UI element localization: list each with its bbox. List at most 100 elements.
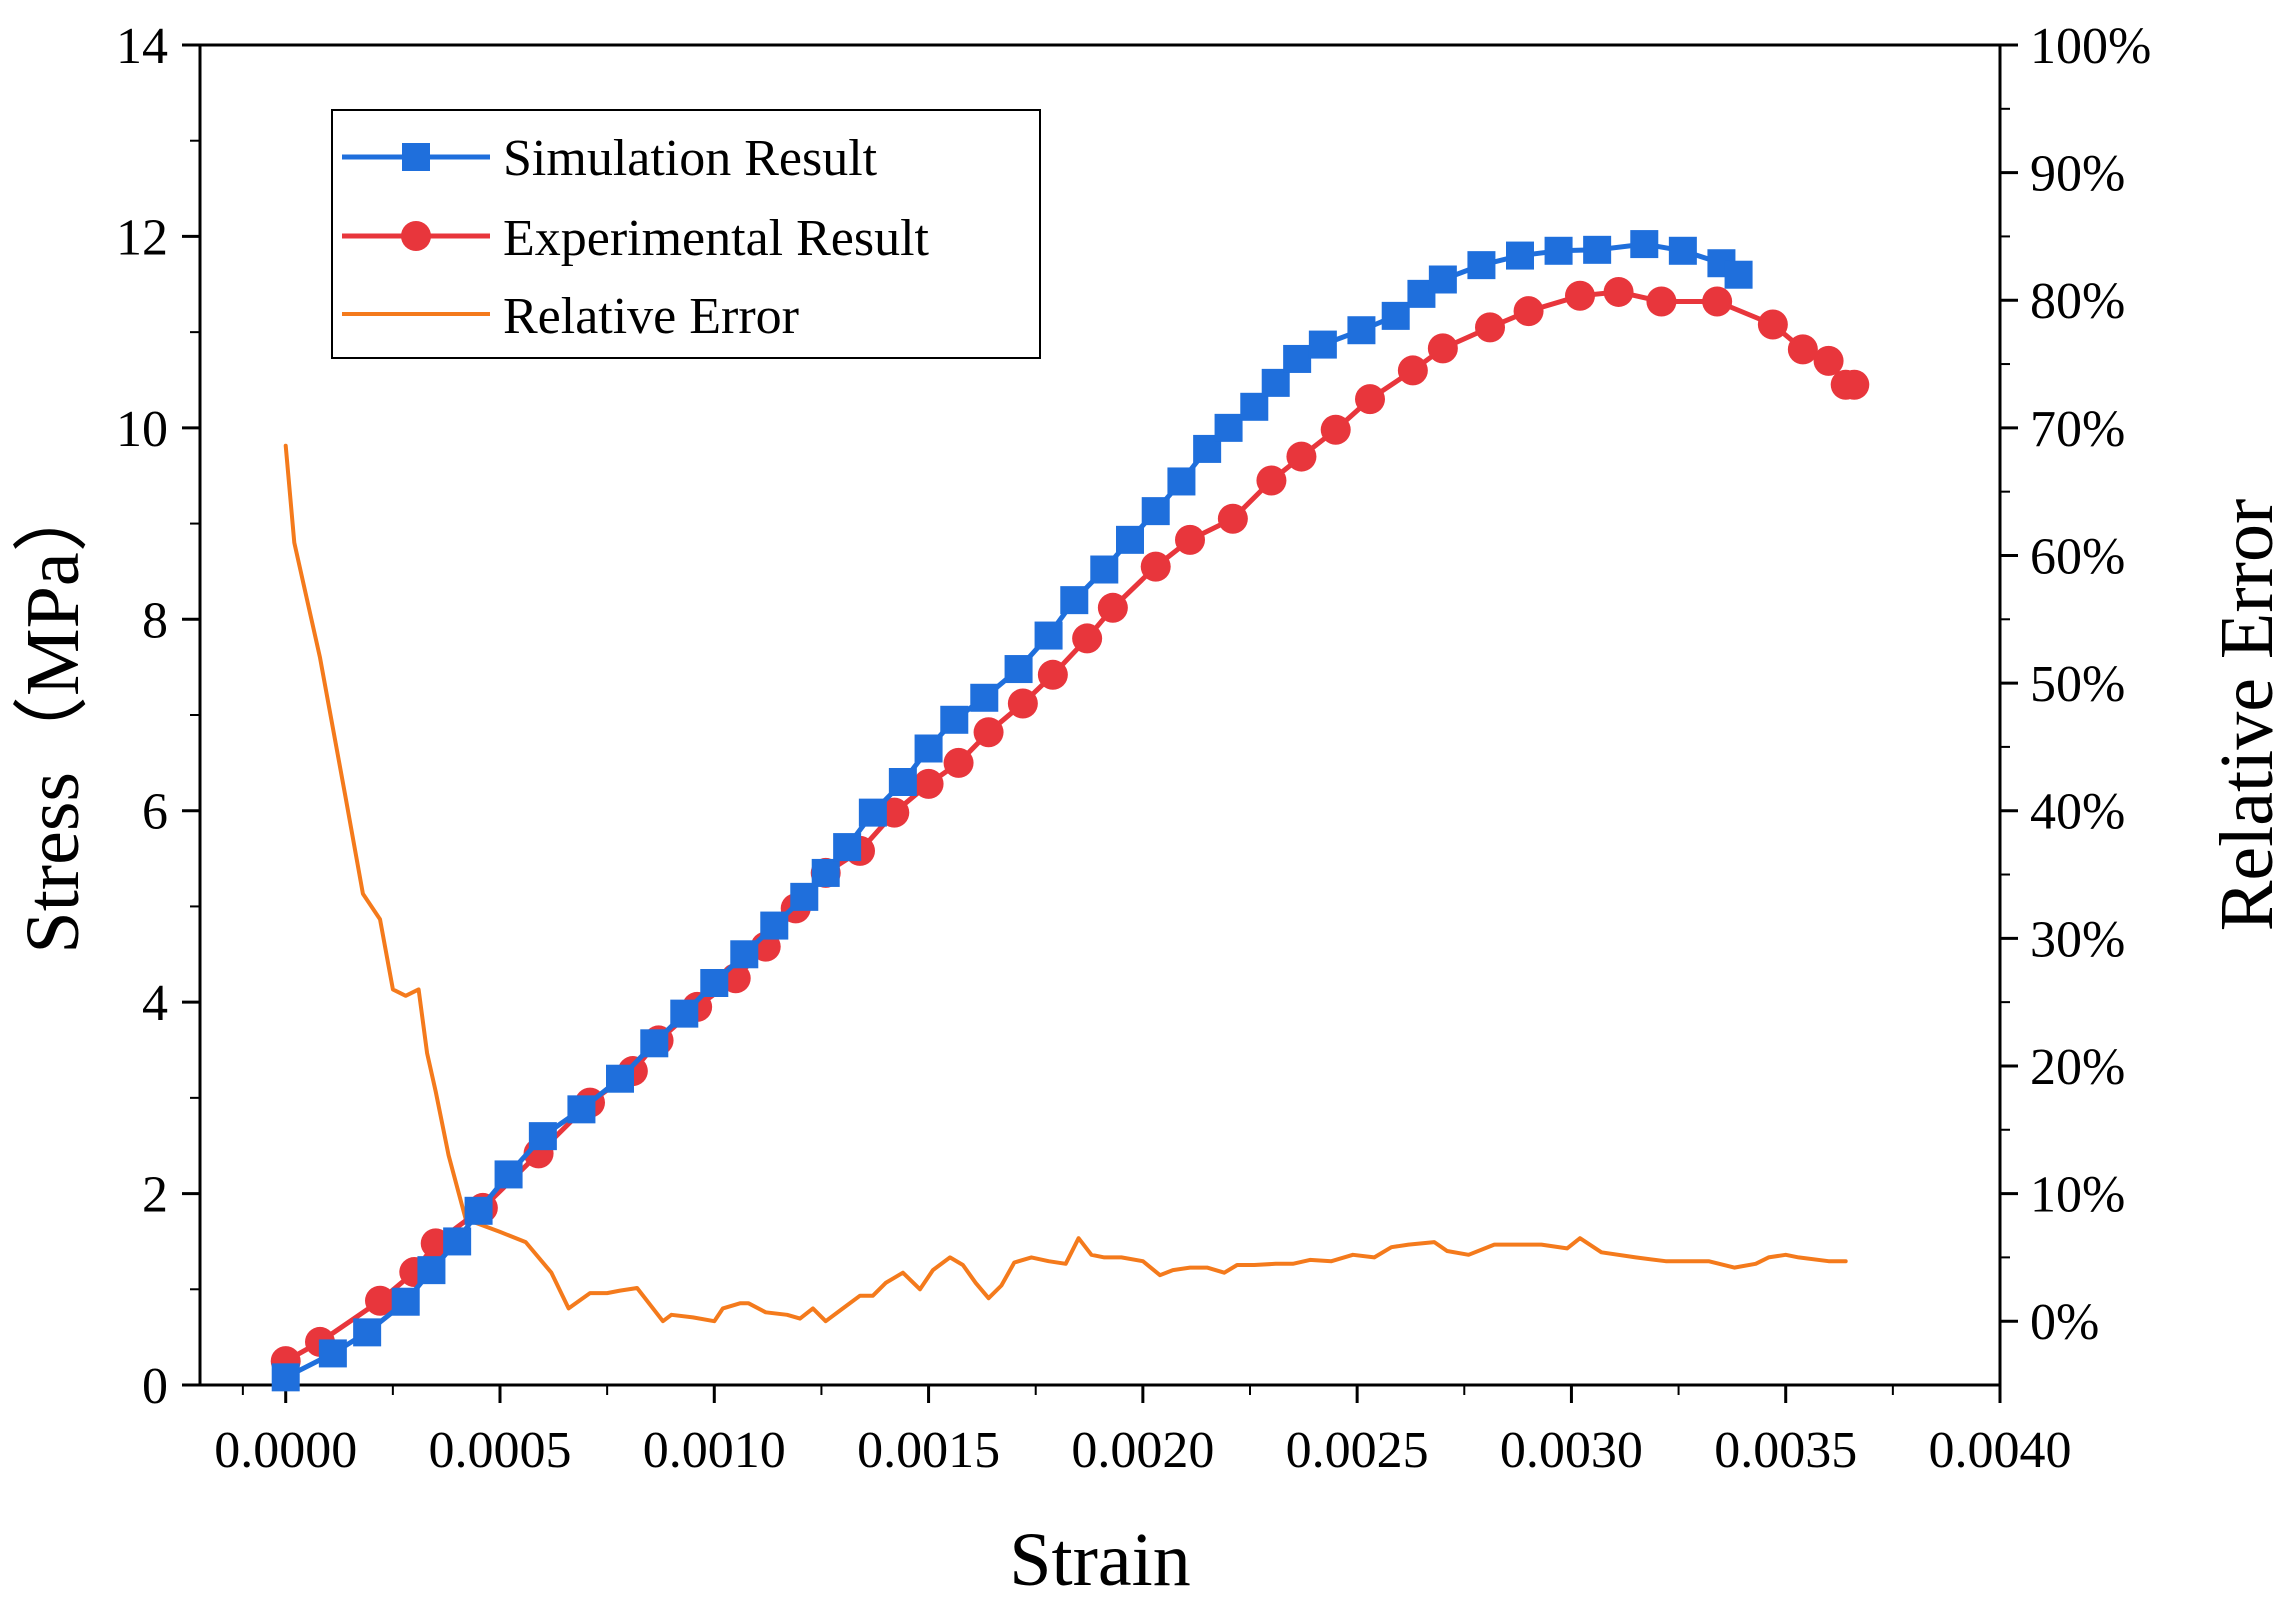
y-tick-label: 8 <box>142 592 168 649</box>
data-point-simulation-result <box>914 734 943 763</box>
data-point-simulation-result <box>528 1122 557 1151</box>
y2-tick-label: 40% <box>2030 784 2125 841</box>
y2-tick-label: 30% <box>2030 911 2125 968</box>
data-point-experimental-result <box>1702 286 1733 317</box>
data-point-simulation-result <box>670 999 699 1028</box>
data-point-simulation-result <box>970 683 999 712</box>
data-point-simulation-result <box>1060 586 1089 615</box>
data-point-simulation-result <box>940 705 969 734</box>
data-point-simulation-result <box>700 969 729 997</box>
data-point-experimental-result <box>1397 355 1428 386</box>
data-point-experimental-result <box>1757 309 1788 340</box>
data-point-experimental-result <box>1007 688 1038 719</box>
y2-tick-label: 60% <box>2030 528 2125 585</box>
data-point-simulation-result <box>1004 655 1033 684</box>
data-point-experimental-result <box>1813 345 1844 376</box>
legend-marker-experimental <box>401 221 431 251</box>
data-point-simulation-result <box>730 940 759 969</box>
data-point-simulation-result <box>606 1064 634 1093</box>
data-point-experimental-result <box>1355 384 1385 415</box>
y2-axis-title: Relative Error <box>2205 499 2289 932</box>
data-point-experimental-result <box>1839 369 1870 400</box>
x-tick-label: 0.0015 <box>857 1422 1000 1479</box>
data-point-experimental-result <box>1603 276 1634 307</box>
data-point-simulation-result <box>811 858 840 887</box>
y-tick-label: 10 <box>116 401 168 458</box>
legend: Simulation Result Experimental Result Re… <box>331 109 1041 359</box>
x-axis-title: Strain <box>1009 1518 1191 1602</box>
data-point-simulation-result <box>888 768 917 796</box>
data-point-simulation-result <box>1544 236 1573 265</box>
data-point-experimental-result <box>943 747 974 778</box>
data-point-simulation-result <box>1167 467 1196 496</box>
series-layer <box>270 230 1870 1392</box>
y-axis-left: 0 2 4 6 8 10 12 14 <box>116 18 200 1415</box>
data-point-simulation-result <box>1116 525 1144 554</box>
y-tick-label: 12 <box>116 209 168 266</box>
data-point-simulation-result <box>1347 316 1376 345</box>
y-tick-label: 2 <box>142 1167 168 1224</box>
data-point-experimental-result <box>1286 441 1317 472</box>
series-line-relative-error <box>283 443 1848 1324</box>
data-point-simulation-result <box>1467 251 1496 280</box>
data-point-experimental-result <box>1097 592 1128 623</box>
data-point-experimental-result <box>1175 524 1205 555</box>
data-point-simulation-result <box>417 1256 446 1285</box>
y2-tick-label: 90% <box>2030 146 2125 203</box>
series-line-experimental-result <box>283 289 1857 1364</box>
y-axis-title: Stress（MPa） <box>11 476 95 953</box>
data-point-simulation-result <box>760 911 789 940</box>
data-point-simulation-result <box>1308 330 1337 359</box>
data-point-experimental-result <box>1217 503 1248 534</box>
data-point-simulation-result <box>1214 413 1243 442</box>
data-point-simulation-result <box>1381 301 1410 330</box>
y2-tick-label: 10% <box>2030 1167 2125 1224</box>
data-point-simulation-result <box>833 833 862 862</box>
x-tick-label: 0.0005 <box>429 1422 572 1479</box>
y-tick-label: 14 <box>116 18 168 75</box>
x-tick-label: 0.0025 <box>1286 1422 1429 1479</box>
y-tick-label: 6 <box>142 784 168 841</box>
data-point-simulation-result <box>1428 265 1457 294</box>
data-point-simulation-result <box>790 882 819 911</box>
data-point-simulation-result <box>1034 621 1063 650</box>
data-point-experimental-result <box>1072 623 1103 654</box>
data-point-simulation-result <box>1141 497 1170 526</box>
data-point-experimental-result <box>1513 296 1544 327</box>
y2-tick-label: 50% <box>2030 656 2125 713</box>
y2-tick-label: 80% <box>2030 273 2125 330</box>
data-point-experimental-result <box>1646 286 1677 317</box>
y2-tick-label: 20% <box>2030 1039 2125 1096</box>
y-tick-label: 0 <box>142 1358 168 1415</box>
data-point-simulation-result <box>464 1196 493 1225</box>
data-point-simulation-result <box>494 1160 523 1189</box>
x-tick-label: 0.0020 <box>1071 1422 1214 1479</box>
y-tick-label: 4 <box>142 975 168 1032</box>
data-point-simulation-result <box>1630 230 1659 259</box>
x-tick-label: 0.0040 <box>1929 1422 2072 1479</box>
x-tick-label: 0.0000 <box>214 1422 357 1479</box>
data-point-simulation-result <box>318 1339 347 1368</box>
x-tick-label: 0.0010 <box>643 1422 786 1479</box>
legend-marker-simulation <box>402 143 430 171</box>
y-axis-right: 0% 10% 20% 30% 40% 50% 60% 70% 80% 90% 100% <box>2000 18 2151 1351</box>
data-point-simulation-result <box>1583 235 1612 264</box>
data-point-simulation-result <box>1240 392 1269 421</box>
x-tick-label: 0.0035 <box>1714 1422 1857 1479</box>
x-tick-label: 0.0030 <box>1500 1422 1643 1479</box>
data-point-simulation-result <box>353 1318 382 1347</box>
data-point-experimental-result <box>1037 659 1068 690</box>
data-point-experimental-result <box>1320 414 1351 445</box>
x-axis: 0.0000 0.0005 0.0010 0.0015 0.0020 0.0025 0.00… <box>214 1385 2072 1479</box>
data-point-simulation-result <box>640 1029 669 1058</box>
data-point-simulation-result <box>1261 368 1290 397</box>
data-point-experimental-result <box>1565 280 1595 311</box>
data-point-simulation-result <box>271 1363 300 1392</box>
legend-label-relative-error: Relative Error <box>503 288 799 345</box>
data-point-simulation-result <box>1283 344 1312 373</box>
data-point-experimental-result <box>1787 334 1818 365</box>
data-point-experimental-result <box>1256 465 1287 496</box>
legend-label-experimental: Experimental Result <box>503 210 930 267</box>
series-line-simulation-result <box>283 241 1742 1380</box>
